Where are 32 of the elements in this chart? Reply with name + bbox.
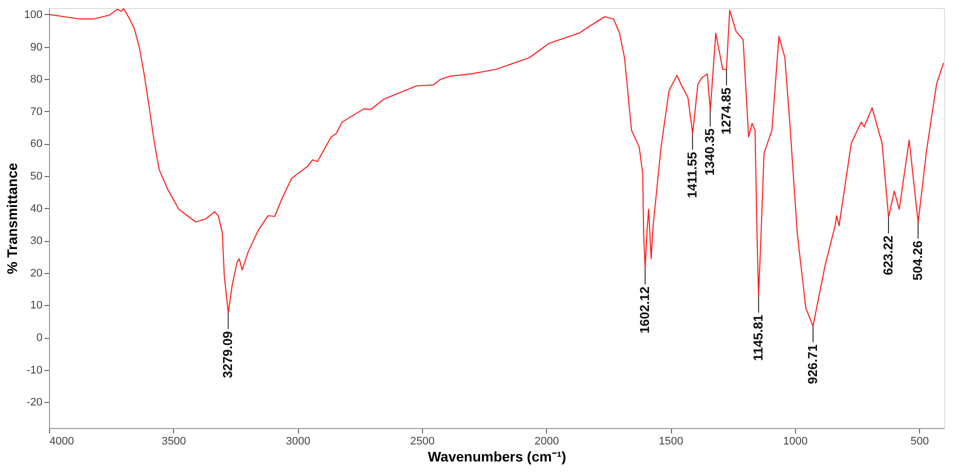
y-tick-label: 10 xyxy=(30,300,42,312)
x-tick-label: 2500 xyxy=(410,436,435,448)
annotation: 926.71 xyxy=(805,344,820,384)
y-tick-label: 30 xyxy=(30,235,42,248)
y-tick-label: 70 xyxy=(30,106,42,118)
x-tick-label: 2000 xyxy=(534,436,559,448)
x-tick-label: 4000 xyxy=(50,436,74,448)
y-tick-label: 60 xyxy=(30,138,42,150)
annotation: 1411.55 xyxy=(684,152,700,198)
annotation: 1145.81 xyxy=(750,314,766,361)
x-tick-label: 3500 xyxy=(162,436,186,448)
x-axis-title: Wavenumbers (cm⁻¹) xyxy=(428,448,566,464)
y-tick-label: 90 xyxy=(30,41,42,54)
x-tick-label: 1500 xyxy=(658,436,684,448)
annotation: 1274.85 xyxy=(718,88,734,135)
y-tick-label: 40 xyxy=(30,202,42,215)
y-tick-label: -20 xyxy=(26,396,42,409)
y-tick-label: 50 xyxy=(30,170,42,182)
y-tick-label: 20 xyxy=(30,267,42,280)
x-tick-label: 500 xyxy=(910,436,929,448)
y-axis-title: % Transmittance xyxy=(4,162,20,274)
y-tick-label: 100 xyxy=(24,8,42,21)
x-tick-label: 3000 xyxy=(286,436,310,448)
annotation: 1340.35 xyxy=(702,128,718,176)
x-tick-label: 1000 xyxy=(783,436,808,448)
annotation: 504.26 xyxy=(910,240,926,280)
annotation: 1602.12 xyxy=(637,286,652,334)
y-tick-label: 80 xyxy=(30,74,42,86)
annotation: 3279.09 xyxy=(220,331,236,378)
annotation: 623.22 xyxy=(880,236,896,276)
y-tick-label: -10 xyxy=(26,364,42,376)
y-tick-label: 0 xyxy=(36,332,42,344)
